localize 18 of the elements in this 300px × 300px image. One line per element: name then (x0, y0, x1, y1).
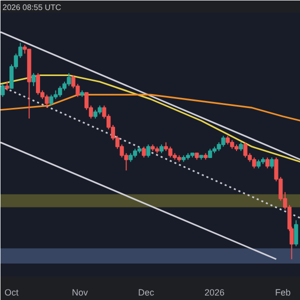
candlestick (44, 94, 49, 108)
candlestick (142, 146, 146, 158)
candlestick (66, 72, 71, 87)
x-tick-label: Oct (4, 288, 20, 298)
text: 2026 08:55 UTC (2, 3, 62, 12)
candlestick (265, 156, 270, 169)
candlestick (36, 72, 40, 96)
candlestick (0, 83, 5, 98)
candlestick (146, 144, 150, 158)
candlestick (221, 135, 226, 148)
x-tick-label: Dec (138, 288, 155, 298)
x-tick-label: 2026 (204, 288, 224, 298)
candlestick (270, 156, 274, 169)
candlestick (49, 94, 54, 106)
x-tick-label: Feb (275, 288, 291, 298)
candlestick (294, 220, 298, 247)
x-tick-label: Nov (72, 288, 88, 298)
candlestick (32, 72, 36, 87)
